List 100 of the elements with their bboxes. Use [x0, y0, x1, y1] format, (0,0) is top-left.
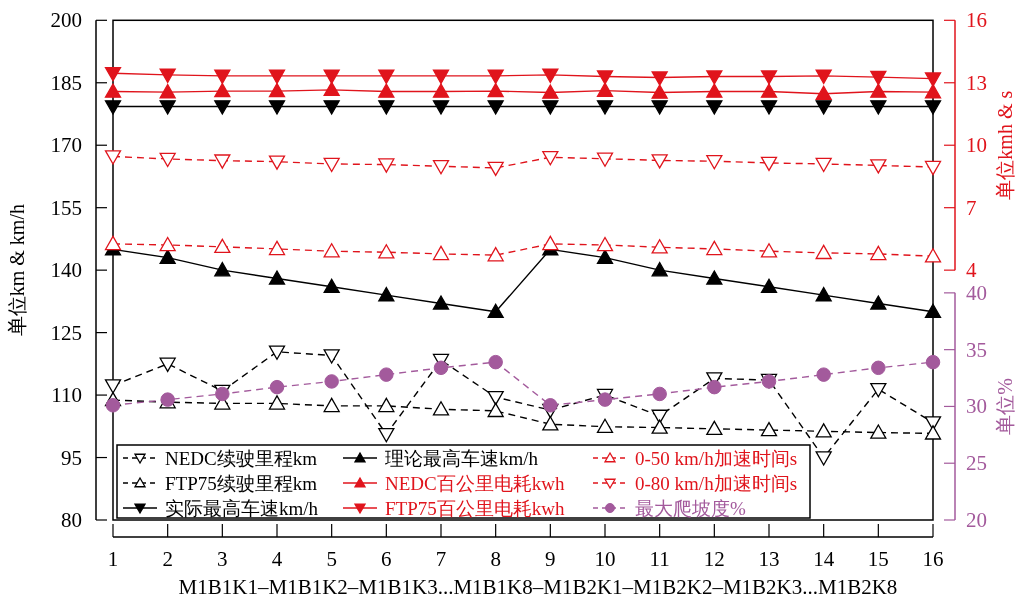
- point: [924, 160, 942, 176]
- point: [268, 270, 286, 285]
- point: [378, 158, 395, 173]
- y-tick-label: 185: [50, 70, 82, 95]
- point: [651, 154, 668, 169]
- legend-label: 0-50 km/h加速时间s: [635, 448, 798, 469]
- point: [159, 68, 176, 83]
- point: [488, 354, 503, 370]
- point: [323, 81, 340, 97]
- x-tick-label: 10: [594, 547, 616, 571]
- x-tick-label: 13: [758, 547, 780, 571]
- point: [924, 100, 942, 115]
- point: [214, 154, 231, 169]
- point: [323, 278, 340, 294]
- point: [159, 152, 176, 168]
- legend-label: FTP75百公里电耗kwh: [385, 498, 565, 519]
- point: [323, 397, 340, 413]
- point: [651, 419, 668, 434]
- point: [542, 84, 559, 99]
- point: [378, 83, 395, 98]
- point: [596, 82, 614, 97]
- point: [870, 70, 887, 86]
- point: [706, 420, 723, 436]
- y2-axis-title: 单位kmh & s: [994, 90, 1016, 200]
- point: [487, 82, 504, 98]
- point: [543, 398, 558, 413]
- point: [596, 236, 614, 252]
- point: [925, 354, 941, 370]
- point: [268, 155, 286, 170]
- point: [596, 249, 614, 264]
- y3-tick-label: 25: [966, 451, 987, 476]
- y2-tick-label: 7: [966, 195, 977, 220]
- legend-label: 0-80 km/h加速时间s: [635, 473, 798, 494]
- x-tick-label: 4: [271, 547, 283, 571]
- point: [268, 100, 286, 115]
- x-tick-label: 8: [490, 547, 501, 571]
- point: [706, 240, 723, 256]
- point: [487, 69, 504, 85]
- y-tick-label: 155: [50, 195, 82, 220]
- point: [378, 244, 395, 259]
- legend-label: FTP75续驶里程km: [165, 473, 318, 494]
- point: [870, 100, 887, 115]
- point: [104, 150, 122, 165]
- x-tick-label: 11: [649, 547, 670, 571]
- point: [760, 278, 778, 294]
- y-tick-label: 200: [50, 8, 82, 33]
- point: [214, 100, 231, 115]
- point: [597, 392, 613, 407]
- x-axis-title: M1B1K1–M1B1K2–M1B1K3...M1B1K8–M1B2K1–M1B2K2–M1B2K3...M1B2K8: [178, 575, 898, 599]
- point: [706, 70, 723, 85]
- point: [815, 244, 832, 260]
- x-tick-label: 16: [922, 547, 944, 571]
- point: [269, 379, 285, 395]
- point: [924, 425, 942, 440]
- point: [378, 397, 395, 413]
- point: [815, 286, 832, 302]
- point: [268, 82, 286, 98]
- point: [432, 159, 450, 175]
- point: [323, 243, 340, 258]
- point: [378, 427, 395, 443]
- y-tick-label: 110: [51, 383, 82, 408]
- legend-label: 实际最高车速km/h: [165, 498, 319, 519]
- point: [815, 69, 832, 85]
- point: [815, 157, 832, 173]
- y-tick-label: 125: [50, 320, 82, 345]
- point: [815, 100, 832, 115]
- point: [816, 367, 831, 382]
- point: [432, 295, 450, 310]
- point: [432, 100, 450, 115]
- point: [159, 249, 176, 264]
- y3-tick-label: 40: [966, 280, 987, 305]
- legend-label: NEDC续驶里程km: [165, 448, 318, 469]
- point: [432, 245, 450, 261]
- point: [651, 262, 668, 277]
- point: [760, 70, 778, 85]
- point: [706, 154, 723, 170]
- point: [651, 71, 668, 86]
- point: [105, 398, 121, 413]
- point: [542, 68, 559, 83]
- point: [433, 360, 449, 376]
- point: [432, 401, 450, 416]
- point: [815, 85, 832, 101]
- point: [706, 100, 723, 115]
- point: [487, 247, 504, 262]
- point: [651, 100, 668, 115]
- point: [760, 156, 778, 172]
- point: [542, 416, 559, 431]
- point: [159, 357, 176, 372]
- point: [542, 151, 559, 166]
- point: [487, 402, 504, 418]
- point: [214, 238, 231, 254]
- point: [487, 390, 504, 406]
- point: [104, 83, 122, 98]
- y2-tick-label: 10: [966, 133, 987, 158]
- point: [706, 270, 723, 285]
- point: [870, 245, 887, 261]
- x-tick-label: 5: [326, 547, 337, 571]
- point: [924, 83, 942, 99]
- y2-tick-label: 13: [966, 70, 987, 95]
- point: [159, 83, 176, 99]
